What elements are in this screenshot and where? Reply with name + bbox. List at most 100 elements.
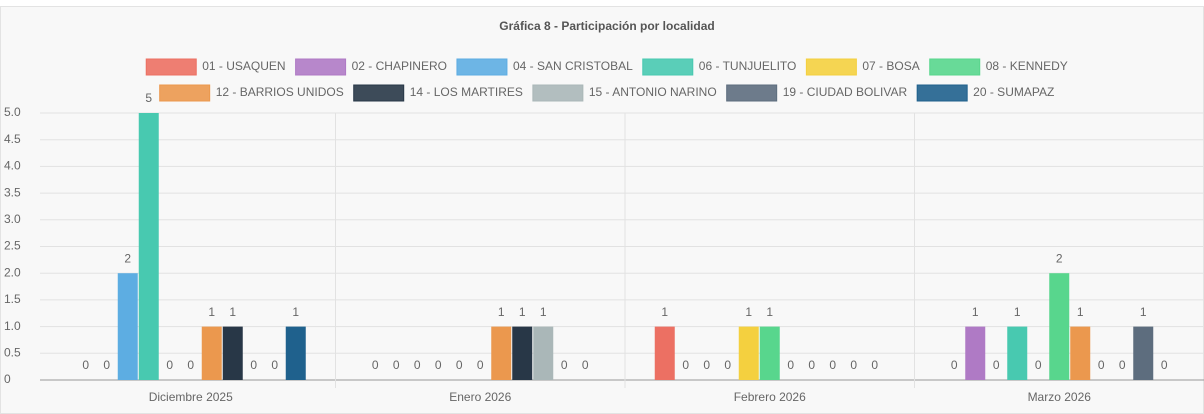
data-label: 0: [271, 358, 278, 372]
data-label: 0: [561, 358, 568, 372]
data-label: 0: [1035, 358, 1042, 372]
bar: [759, 326, 780, 380]
data-label: 1: [540, 305, 547, 319]
legend-swatch: [929, 58, 981, 76]
chart-title: Gráfica 8 - Participación por localidad: [499, 19, 714, 33]
bar: [533, 326, 554, 380]
data-label: 0: [808, 358, 815, 372]
data-label: 1: [229, 305, 236, 319]
data-label: 0: [703, 358, 710, 372]
bar: [201, 326, 222, 380]
bar: [491, 326, 512, 380]
legend-label: 08 - KENNEDY: [986, 59, 1068, 73]
data-label: 0: [829, 358, 836, 372]
legend-label: 04 - SAN CRISTOBAL: [513, 59, 633, 73]
legend-swatch: [805, 58, 857, 76]
y-tick-label: 2.5: [4, 239, 21, 253]
legend-label: 14 - LOS MARTIRES: [410, 85, 523, 99]
data-label: 0: [724, 358, 731, 372]
data-label: 0: [435, 358, 442, 372]
data-label: 1: [1140, 305, 1147, 319]
data-label: 0: [787, 358, 794, 372]
y-tick-label: 5.0: [4, 105, 21, 119]
x-tick-label: Febrero 2026: [734, 390, 806, 404]
chart-background: [0, 6, 1204, 414]
bar: [1007, 326, 1028, 380]
legend-swatch: [916, 84, 968, 102]
data-label: 0: [582, 358, 589, 372]
data-label: 0: [1161, 358, 1168, 372]
legend-swatch: [353, 84, 405, 102]
legend-label: 20 - SUMAPAZ: [973, 85, 1054, 99]
data-label: 1: [498, 305, 505, 319]
y-tick-label: 3.0: [4, 212, 21, 226]
y-tick-label: 0.5: [4, 345, 21, 359]
legend-label: 01 - USAQUEN: [202, 59, 285, 73]
legend-swatch: [145, 58, 197, 76]
legend-swatch: [642, 58, 694, 76]
x-tick-label: Marzo 2026: [1028, 390, 1092, 404]
data-label: 1: [292, 305, 299, 319]
y-tick-label: 4.5: [4, 132, 21, 146]
y-tick-label: 1.5: [4, 292, 21, 306]
data-label: 2: [124, 251, 131, 265]
legend-swatch: [295, 58, 347, 76]
data-label: 1: [208, 305, 215, 319]
y-tick-label: 3.5: [4, 185, 21, 199]
legend-label: 15 - ANTONIO NARINO: [589, 85, 717, 99]
data-label: 1: [745, 305, 752, 319]
bar: [1049, 273, 1070, 380]
data-label: 1: [1077, 305, 1084, 319]
legend-swatch: [726, 84, 778, 102]
data-label: 1: [661, 305, 668, 319]
bar: [654, 326, 675, 380]
legend-label: 07 - BOSA: [862, 59, 919, 73]
data-label: 0: [682, 358, 689, 372]
data-label: 0: [993, 358, 1000, 372]
data-label: 2: [1056, 251, 1063, 265]
x-tick-label: Diciembre 2025: [149, 390, 233, 404]
x-tick-label: Enero 2026: [449, 390, 511, 404]
data-label: 5: [145, 91, 152, 105]
bar: [1133, 326, 1154, 380]
data-label: 1: [1014, 305, 1021, 319]
bar: [512, 326, 533, 380]
data-label: 1: [766, 305, 773, 319]
legend-label: 12 - BARRIOS UNIDOS: [216, 85, 344, 99]
y-tick-label: 1.0: [4, 319, 21, 333]
y-tick-label: 0: [4, 372, 11, 386]
legend-swatch: [159, 84, 211, 102]
legend-label: 06 - TUNJUELITO: [699, 59, 797, 73]
data-label: 0: [372, 358, 379, 372]
legend-label: 02 - CHAPINERO: [352, 59, 447, 73]
data-label: 0: [477, 358, 484, 372]
bar: [138, 113, 159, 380]
bar: [965, 326, 986, 380]
data-label: 0: [166, 358, 173, 372]
data-label: 1: [519, 305, 526, 319]
data-label: 1: [972, 305, 979, 319]
data-label: 0: [850, 358, 857, 372]
bar: [285, 326, 306, 380]
data-label: 0: [414, 358, 421, 372]
data-label: 0: [1098, 358, 1105, 372]
legend-swatch: [532, 84, 584, 102]
y-tick-label: 2.0: [4, 265, 21, 279]
legend-swatch: [456, 58, 508, 76]
bar: [222, 326, 243, 380]
data-label: 0: [871, 358, 878, 372]
data-label: 0: [82, 358, 89, 372]
bar: [1070, 326, 1091, 380]
data-label: 0: [393, 358, 400, 372]
y-tick-label: 4.0: [4, 159, 21, 173]
data-label: 0: [456, 358, 463, 372]
bar: [117, 273, 138, 380]
data-label: 0: [1119, 358, 1126, 372]
legend-label: 19 - CIUDAD BOLIVAR: [783, 85, 908, 99]
bar: [738, 326, 759, 380]
data-label: 0: [103, 358, 110, 372]
data-label: 0: [951, 358, 958, 372]
data-label: 0: [250, 358, 257, 372]
data-label: 0: [187, 358, 194, 372]
